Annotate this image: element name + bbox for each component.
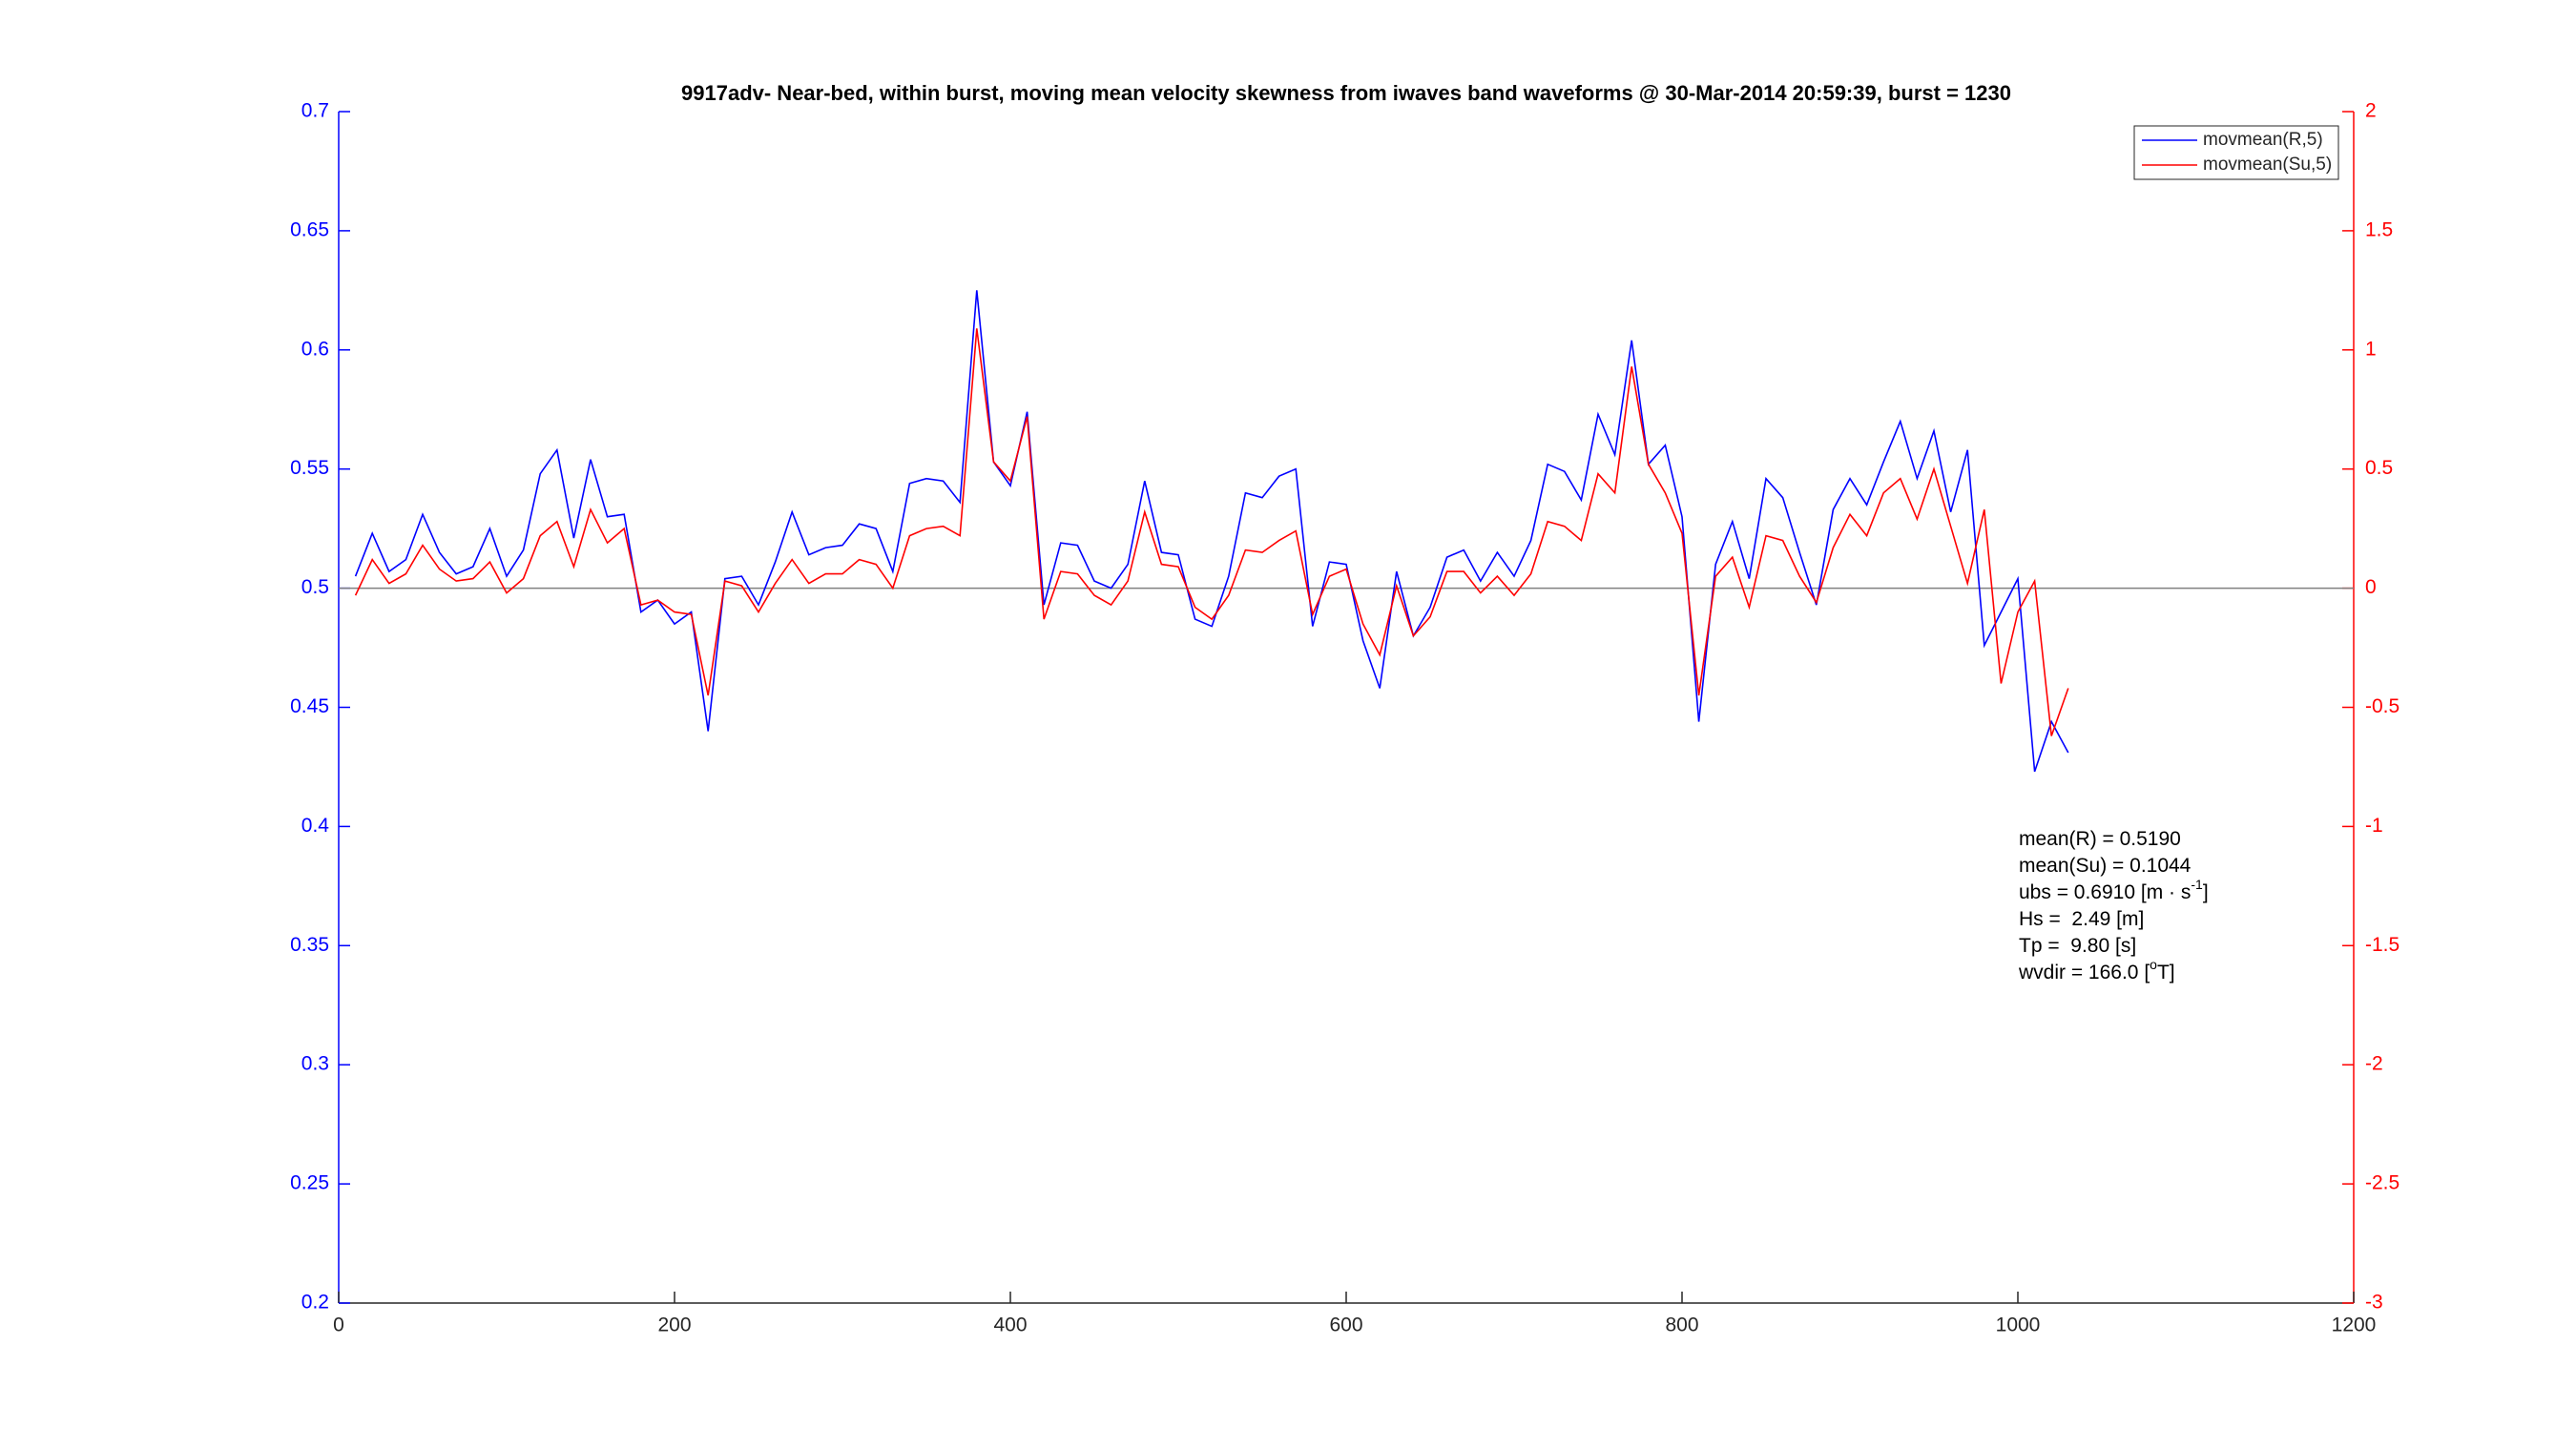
annotation: ubs = 0.6910 [m · s-1]	[2019, 877, 2209, 903]
annotation: Tp = 9.80 [s]	[2019, 935, 2136, 957]
x-tick-label: 400	[993, 1314, 1027, 1336]
y2-tick-label: 1.5	[2365, 218, 2393, 240]
annotation-part: mean(R) = 0.5190	[2019, 828, 2181, 850]
y2-tick-label: 1	[2365, 338, 2377, 360]
x-tick-label: 600	[1329, 1314, 1362, 1336]
y-tick-label: 0.3	[301, 1053, 329, 1075]
x-tick-label: 0	[333, 1314, 344, 1336]
y-tick-label: 0.7	[301, 100, 329, 122]
y2-tick-label: 0.5	[2365, 457, 2393, 479]
annotation: mean(Su) = 0.1044	[2019, 855, 2192, 877]
y-tick-label: 0.2	[301, 1292, 329, 1314]
y-tick-label: 0.6	[301, 338, 329, 360]
annotation-part: wvdir = 166.0 [	[2018, 962, 2150, 983]
legend-label: movmean(Su,5)	[2203, 155, 2332, 175]
y2-tick-label: 0	[2365, 576, 2377, 598]
y-tick-label: 0.65	[290, 218, 329, 240]
x-tick-label: 1000	[1996, 1314, 2041, 1336]
annotation-part: Hs = 2.49 [m]	[2019, 908, 2144, 930]
annotation: Hs = 2.49 [m]	[2019, 908, 2144, 930]
annotation-part: T]	[2157, 962, 2175, 983]
annotation-part: -1	[2191, 877, 2203, 892]
y2-tick-label: -2.5	[2365, 1172, 2399, 1194]
y-tick-label: 0.35	[290, 934, 329, 956]
legend-box	[2133, 125, 2339, 180]
series-line	[354, 290, 2069, 773]
x-tick-label: 1200	[2332, 1314, 2377, 1336]
y-tick-label: 0.55	[290, 457, 329, 479]
x-tick-label: 200	[657, 1314, 691, 1336]
series-line	[354, 328, 2069, 736]
y-tick-label: 0.4	[301, 815, 330, 837]
y2-tick-label: -0.5	[2365, 695, 2399, 717]
y2-tick-label: -1	[2365, 815, 2383, 837]
legend-label: movmean(R,5)	[2203, 130, 2323, 150]
y2-tick-label: 2	[2365, 100, 2377, 122]
annotation-part: o	[2150, 957, 2157, 972]
annotation-part: ubs = 0.6910 [m · s	[2019, 881, 2191, 903]
y2-tick-label: -1.5	[2365, 934, 2399, 956]
y-tick-label: 0.45	[290, 695, 329, 717]
annotation: wvdir = 166.0 [oT]	[2018, 957, 2175, 983]
annotation: mean(R) = 0.5190	[2019, 828, 2181, 850]
y-tick-label: 0.25	[290, 1172, 329, 1194]
y2-tick-label: -3	[2365, 1292, 2383, 1314]
chart-title: 9917adv- Near-bed, within burst, moving …	[681, 81, 2011, 105]
x-tick-label: 800	[1665, 1314, 1698, 1336]
annotation-part: ]	[2203, 881, 2209, 903]
y-tick-label: 0.5	[301, 576, 329, 598]
annotation-part: mean(Su) = 0.1044	[2019, 855, 2192, 877]
y2-tick-label: -2	[2365, 1053, 2383, 1075]
annotation-part: Tp = 9.80 [s]	[2019, 935, 2136, 957]
